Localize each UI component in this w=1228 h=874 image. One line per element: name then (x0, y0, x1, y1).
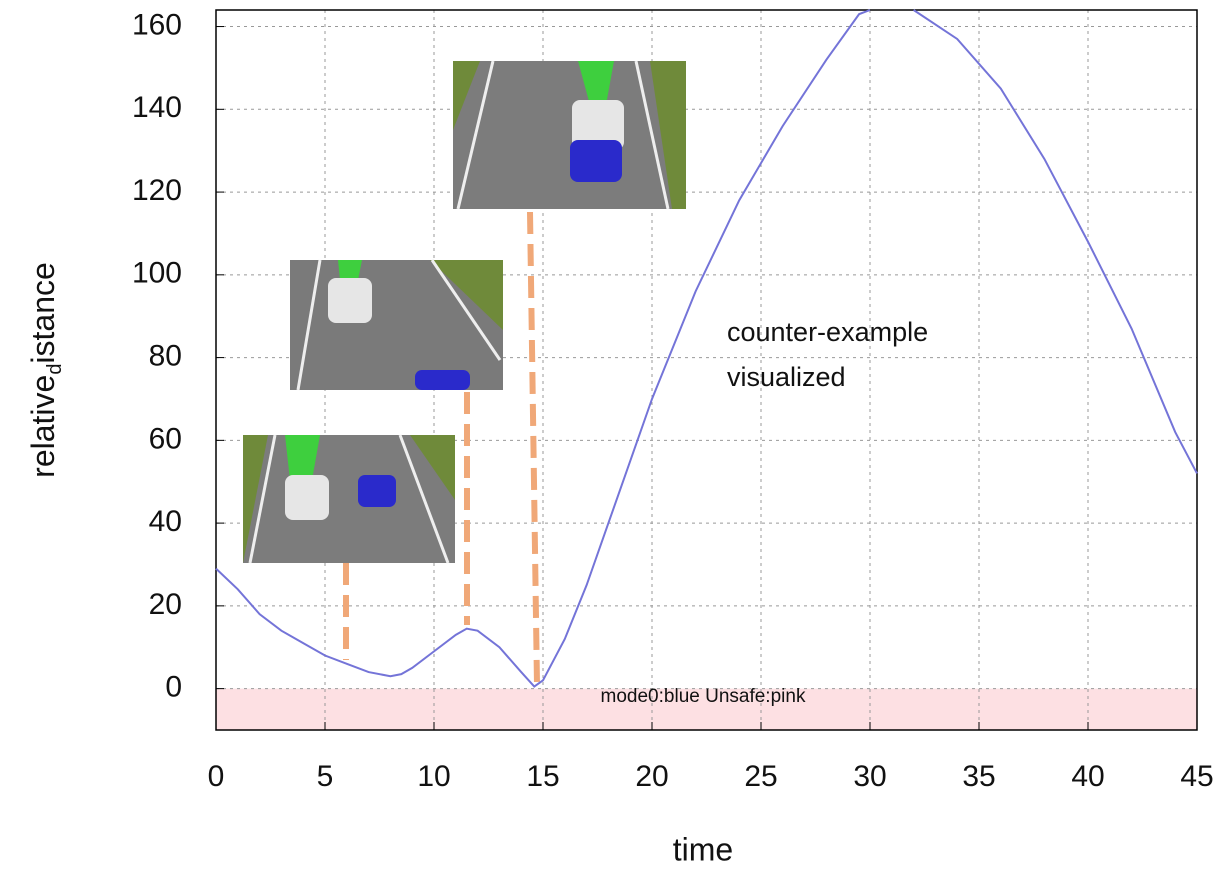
x-tick-label: 40 (1071, 760, 1104, 793)
y-tick-label: 0 (165, 671, 182, 704)
scene-images (243, 61, 686, 685)
x-tick-label: 45 (1180, 760, 1213, 793)
legend-text: mode0:blue Unsafe:pink (601, 686, 806, 707)
y-tick-label: 80 (149, 340, 182, 373)
y-tick-label: 100 (132, 257, 182, 290)
x-axis-label: time (673, 831, 733, 867)
x-tick-label: 35 (962, 760, 995, 793)
x-tick-label: 0 (208, 760, 225, 793)
scene-image (243, 435, 455, 563)
y-label-part: relative (25, 375, 61, 478)
x-tick-label: 20 (635, 760, 668, 793)
annotation: visualized (727, 362, 846, 392)
x-tick-label: 15 (526, 760, 559, 793)
x-tick-label: 30 (853, 760, 886, 793)
scene-image (290, 260, 503, 390)
y-tick-label: 40 (149, 505, 182, 538)
y-tick-label: 60 (149, 422, 182, 455)
scene-image (453, 61, 686, 209)
x-tick-label: 5 (317, 760, 334, 793)
y-label-part: istance (25, 262, 61, 363)
y-tick-label: 120 (132, 174, 182, 207)
y-label-part: d (44, 364, 66, 375)
chart: mode0:blue Unsafe:pink counter-example v… (0, 0, 1228, 869)
y-tick-label: 160 (132, 8, 182, 41)
x-tick-label: 10 (417, 760, 450, 793)
x-tick-label: 25 (744, 760, 777, 793)
annotation: counter-example (727, 317, 928, 347)
y-tick-label: 140 (132, 91, 182, 124)
y-axis-label: relativedistance (25, 262, 66, 478)
y-tick-label: 20 (149, 588, 182, 621)
